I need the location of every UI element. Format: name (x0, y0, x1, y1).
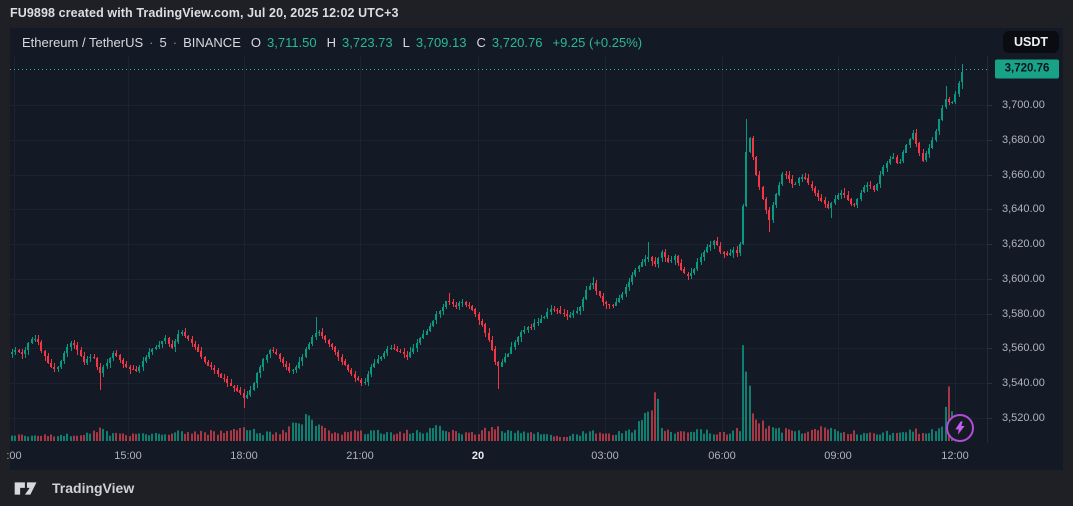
price-tick-label: 3,660.00 (1002, 168, 1045, 181)
close-label: C (476, 35, 486, 50)
currency-toggle-button[interactable]: USDT (1003, 31, 1059, 53)
interval-label[interactable]: 5 (159, 35, 167, 50)
price-tick-label: 3,580.00 (1002, 307, 1045, 320)
close-value: 3,720.76 (491, 35, 543, 50)
price-tick-label: 3,560.00 (1002, 342, 1045, 355)
price-tick-mark (988, 244, 992, 246)
price-tick-label: 3,540.00 (1002, 377, 1045, 390)
symbol-title[interactable]: Ethereum / TetherUS (22, 35, 144, 50)
exchange-label: BINANCE (183, 35, 241, 50)
time-tick-label: 21:00 (346, 450, 374, 462)
price-tick-label: 3,640.00 (1002, 203, 1045, 216)
high-value: 3,723.73 (342, 35, 393, 50)
price-tick-label: 3,680.00 (1002, 133, 1045, 146)
time-tick-label: :00 (6, 450, 22, 462)
chart-legend: Ethereum / TetherUS · 5 · BINANCE O 3,711… (22, 35, 642, 53)
price-chart-canvas[interactable] (10, 56, 987, 443)
price-tick-mark (988, 348, 992, 350)
brand-bar: TradingView (0, 470, 1073, 506)
price-tick-mark (988, 383, 992, 385)
price-tick-mark (988, 139, 992, 141)
separator-dot: · (149, 35, 154, 50)
low-value: 3,709.13 (415, 35, 467, 50)
price-tick-label: 3,600.00 (1002, 272, 1045, 285)
last-price-label: 3,720.76 (995, 59, 1059, 79)
price-tick-label: 3,700.00 (1002, 99, 1045, 111)
open-value: 3,711.50 (267, 35, 317, 50)
price-tick-mark (988, 418, 992, 419)
price-tick-mark (988, 209, 992, 211)
lightning-bolt-icon (955, 421, 965, 435)
price-tick-label: 3,520.00 (1002, 412, 1045, 424)
price-tick-mark (988, 313, 992, 315)
price-tick-mark (988, 174, 992, 176)
separator-dot: · (172, 35, 178, 50)
tradingview-wordmark[interactable]: TradingView (52, 480, 135, 496)
time-tick-label: 06:00 (708, 450, 736, 462)
time-tick-label: 12:00 (941, 450, 969, 462)
change-value: +9.25 (+0.25%) (552, 35, 643, 50)
attribution-text: FU9898 created with TradingView.com, Jul… (10, 6, 399, 20)
time-tick-label: 20 (471, 450, 485, 462)
tradingview-logo-icon[interactable] (14, 480, 44, 497)
open-label: O (250, 35, 261, 50)
low-label: L (402, 35, 410, 50)
time-axis[interactable]: :00 15:00 18:00 21:00 20 03:00 06:00 09:00 12:00 (6, 443, 987, 470)
price-axis[interactable]: 3,720.76 3,700.00 3,680.00 3,660.00 3,640.0… (987, 56, 1064, 443)
time-tick-label: 09:00 (824, 450, 852, 462)
time-tick-label: 03:00 (591, 450, 619, 462)
price-tick-label: 3,620.00 (1002, 238, 1045, 251)
price-tick-mark (988, 278, 992, 280)
high-label: H (326, 35, 337, 50)
time-tick-label: 15:00 (114, 450, 142, 462)
quick-trade-button[interactable] (946, 414, 974, 442)
chart-panel: Ethereum / TetherUS · 5 · BINANCE O 3,711… (6, 28, 1064, 470)
time-tick-label: 18:00 (230, 450, 258, 462)
price-tick-mark (988, 105, 992, 106)
